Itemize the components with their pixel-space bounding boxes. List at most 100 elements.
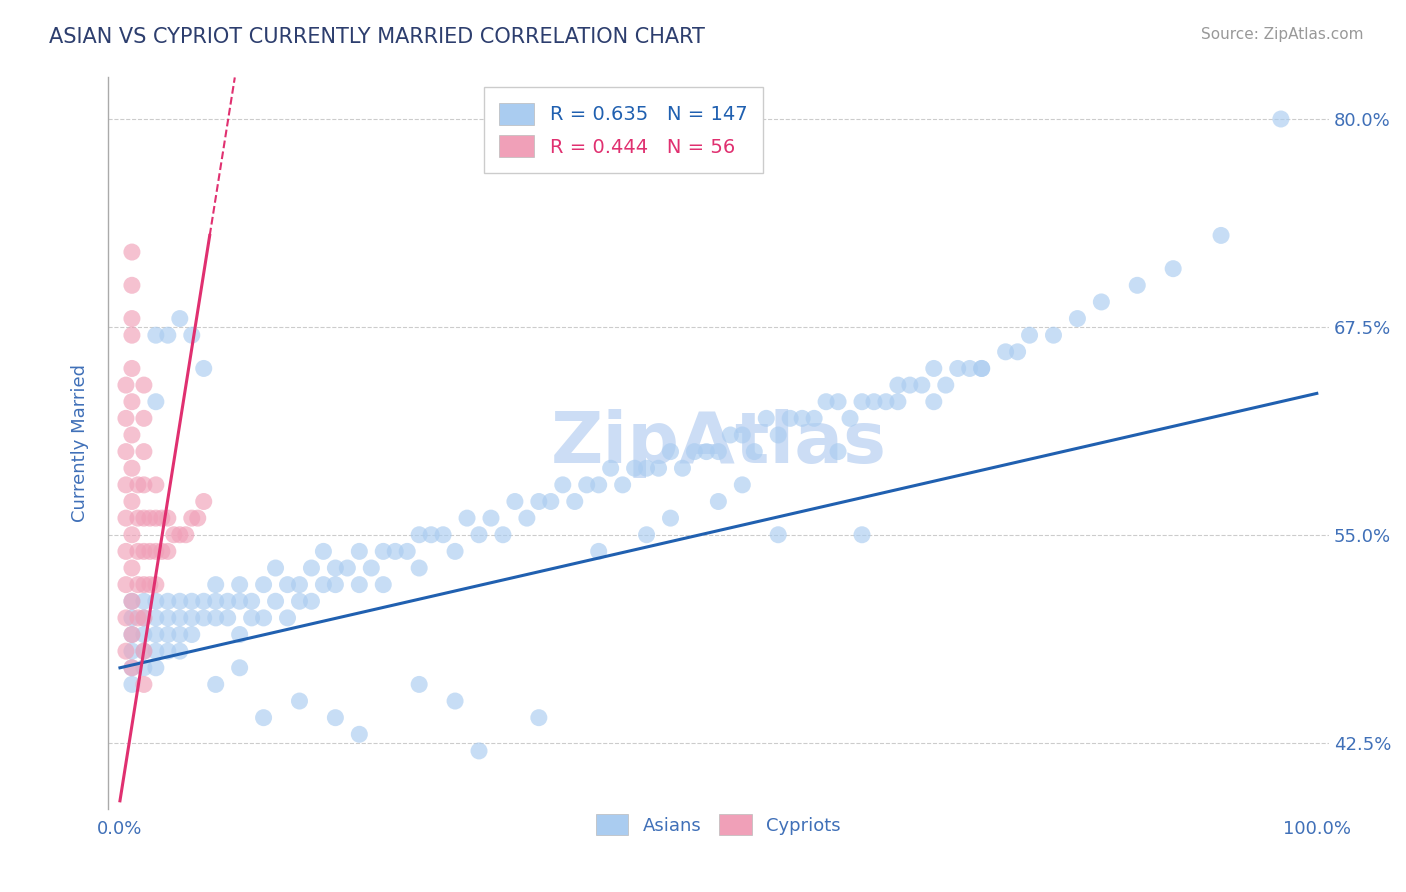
Point — [301, 594, 323, 608]
Point — [145, 544, 167, 558]
Point — [121, 361, 143, 376]
Text: Source: ZipAtlas.com: Source: ZipAtlas.com — [1201, 27, 1364, 42]
Point — [163, 527, 186, 541]
Point — [588, 544, 610, 558]
Point — [132, 661, 155, 675]
Point — [132, 411, 155, 425]
Point — [132, 644, 155, 658]
Point — [121, 394, 143, 409]
Point — [121, 661, 143, 675]
Point — [139, 577, 162, 591]
Point — [127, 511, 149, 525]
Point — [240, 594, 263, 608]
Point — [766, 428, 789, 442]
Point — [132, 577, 155, 591]
Point — [718, 428, 741, 442]
Point — [432, 527, 454, 541]
Point — [1270, 112, 1292, 126]
Point — [349, 577, 371, 591]
Point — [150, 511, 173, 525]
Point — [228, 627, 250, 641]
Point — [132, 611, 155, 625]
Point — [659, 444, 682, 458]
Point — [187, 511, 209, 525]
Point — [468, 527, 491, 541]
Point — [121, 428, 143, 442]
Point — [145, 644, 167, 658]
Point — [132, 378, 155, 392]
Point — [139, 544, 162, 558]
Point — [659, 511, 682, 525]
Point — [193, 594, 215, 608]
Point — [815, 394, 838, 409]
Point — [115, 444, 138, 458]
Point — [325, 577, 347, 591]
Point — [325, 561, 347, 575]
Point — [127, 577, 149, 591]
Point — [132, 594, 155, 608]
Point — [575, 478, 598, 492]
Point — [527, 711, 550, 725]
Point — [204, 677, 226, 691]
Point — [288, 577, 311, 591]
Point — [707, 444, 730, 458]
Point — [851, 527, 873, 541]
Point — [492, 527, 515, 541]
Point — [121, 527, 143, 541]
Point — [312, 577, 335, 591]
Point — [156, 594, 179, 608]
Point — [121, 644, 143, 658]
Point — [204, 594, 226, 608]
Point — [288, 694, 311, 708]
Point — [276, 611, 298, 625]
Point — [396, 544, 419, 558]
Point — [132, 444, 155, 458]
Point — [479, 511, 502, 525]
Point — [169, 527, 191, 541]
Point — [193, 494, 215, 508]
Point — [252, 577, 274, 591]
Point — [766, 527, 789, 541]
Point — [132, 544, 155, 558]
Point — [121, 311, 143, 326]
Point — [156, 611, 179, 625]
Point — [228, 577, 250, 591]
Point — [970, 361, 993, 376]
Point — [132, 611, 155, 625]
Point — [994, 344, 1017, 359]
Point — [145, 611, 167, 625]
Point — [180, 627, 202, 641]
Point — [935, 378, 957, 392]
Point — [408, 677, 430, 691]
Point — [121, 594, 143, 608]
Point — [863, 394, 886, 409]
Point — [198, 844, 221, 858]
Point — [803, 411, 825, 425]
Point — [145, 328, 167, 343]
Point — [288, 594, 311, 608]
Point — [839, 411, 862, 425]
Point — [827, 444, 849, 458]
Point — [145, 627, 167, 641]
Point — [156, 511, 179, 525]
Point — [121, 461, 143, 475]
Point — [228, 594, 250, 608]
Point — [127, 611, 149, 625]
Point — [827, 394, 849, 409]
Point — [898, 378, 921, 392]
Point — [115, 411, 138, 425]
Point — [193, 611, 215, 625]
Point — [349, 544, 371, 558]
Point — [325, 711, 347, 725]
Point — [127, 478, 149, 492]
Point — [156, 644, 179, 658]
Point — [121, 627, 143, 641]
Point — [516, 511, 538, 525]
Point — [115, 577, 138, 591]
Point — [180, 611, 202, 625]
Point — [180, 328, 202, 343]
Text: ASIAN VS CYPRIOT CURRENTLY MARRIED CORRELATION CHART: ASIAN VS CYPRIOT CURRENTLY MARRIED CORRE… — [49, 27, 704, 46]
Point — [623, 461, 645, 475]
Point — [887, 394, 910, 409]
Point — [156, 328, 179, 343]
